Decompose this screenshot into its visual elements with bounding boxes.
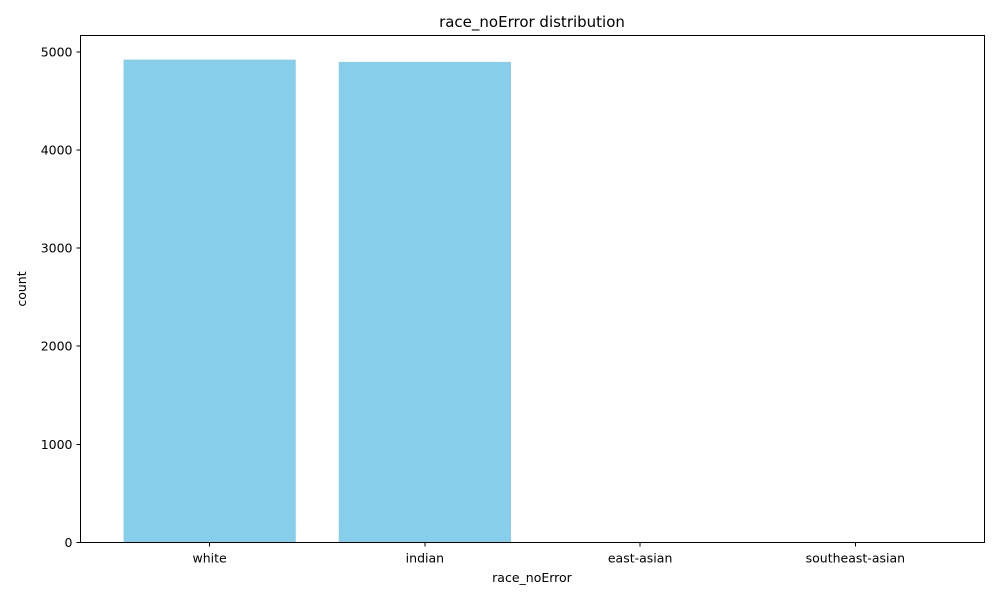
- x-axis-label: race_noError: [492, 570, 573, 585]
- x-tick-label-southeast-asian: southeast-asian: [806, 551, 905, 566]
- bars-layer: [123, 59, 511, 543]
- y-tick-label-2000: 2000: [41, 339, 73, 354]
- bar-indian: [338, 61, 511, 543]
- y-tick-label-3000: 3000: [41, 241, 73, 256]
- y-tick-label-5000: 5000: [41, 44, 73, 59]
- y-axis-label: count: [14, 271, 29, 306]
- y-axis: 0 1000 2000 3000 4000 5000: [41, 44, 81, 550]
- y-tick-label-4000: 4000: [41, 142, 73, 157]
- y-tick-label-0: 0: [65, 535, 73, 550]
- x-tick-label-east-asian: east-asian: [608, 551, 673, 566]
- y-tick-label-1000: 1000: [41, 437, 73, 452]
- x-tick-label-indian: indian: [406, 551, 444, 566]
- bar-white: [123, 59, 296, 543]
- x-tick-label-white: white: [193, 551, 228, 566]
- chart-title: race_noError distribution: [439, 13, 625, 32]
- x-axis: white indian east-asian southeast-asian: [193, 542, 905, 566]
- plot-frame: [80, 35, 985, 543]
